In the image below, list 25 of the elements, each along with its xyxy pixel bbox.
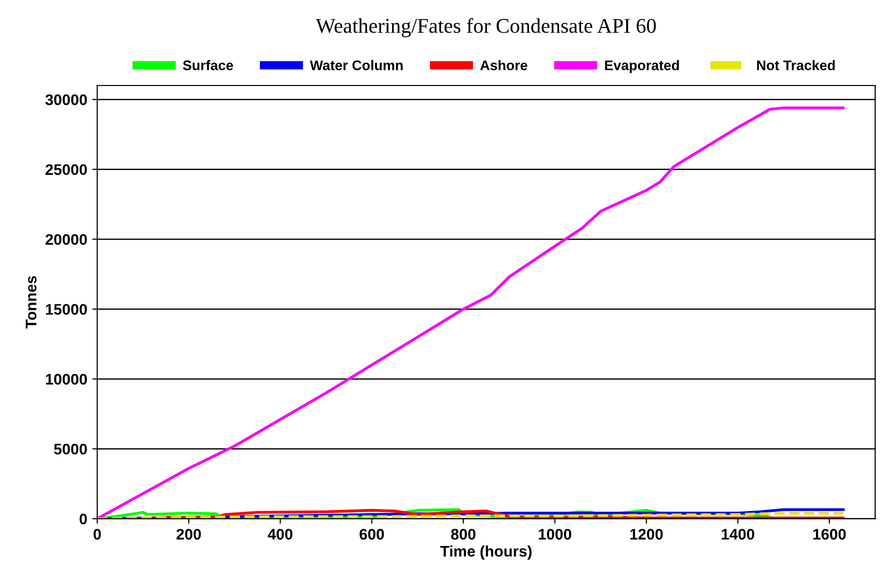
legend-label: Ashore [480, 60, 528, 70]
x-tick-label: 200 [176, 528, 201, 540]
x-tick-label: 1600 [813, 528, 846, 540]
x-tick-label: 1000 [538, 528, 572, 540]
y-tick-label: 0 [80, 514, 87, 524]
legend-label: Evaporated [605, 60, 679, 73]
x-tick-label: 400 [268, 528, 292, 540]
y-tick-label: 5000 [54, 444, 87, 455]
x-tick-label: 600 [360, 528, 384, 540]
y-tick-label: 10000 [46, 374, 87, 385]
y-tick-label: 30000 [45, 94, 87, 106]
y-tick-label: 20000 [46, 234, 87, 245]
chart-title: Weathering/Fates for Condensate API 60 [316, 18, 656, 38]
line-series [97, 106, 845, 519]
y-tick-label: 15000 [46, 304, 87, 315]
x-tick-label: 800 [451, 528, 476, 540]
legend-label: Not Tracked [757, 60, 835, 70]
legend-label: Water Column [310, 60, 403, 70]
x-tick-label: 1200 [630, 528, 663, 540]
x-tick-label: 0 [94, 528, 101, 540]
x-axis-title: Time (hours) [440, 545, 532, 560]
legend-label: Surface [182, 60, 234, 70]
x-tick-label: 1400 [722, 528, 754, 540]
y-tick-label: 25000 [46, 164, 87, 176]
y-axis-title: Tonnes [26, 276, 36, 329]
